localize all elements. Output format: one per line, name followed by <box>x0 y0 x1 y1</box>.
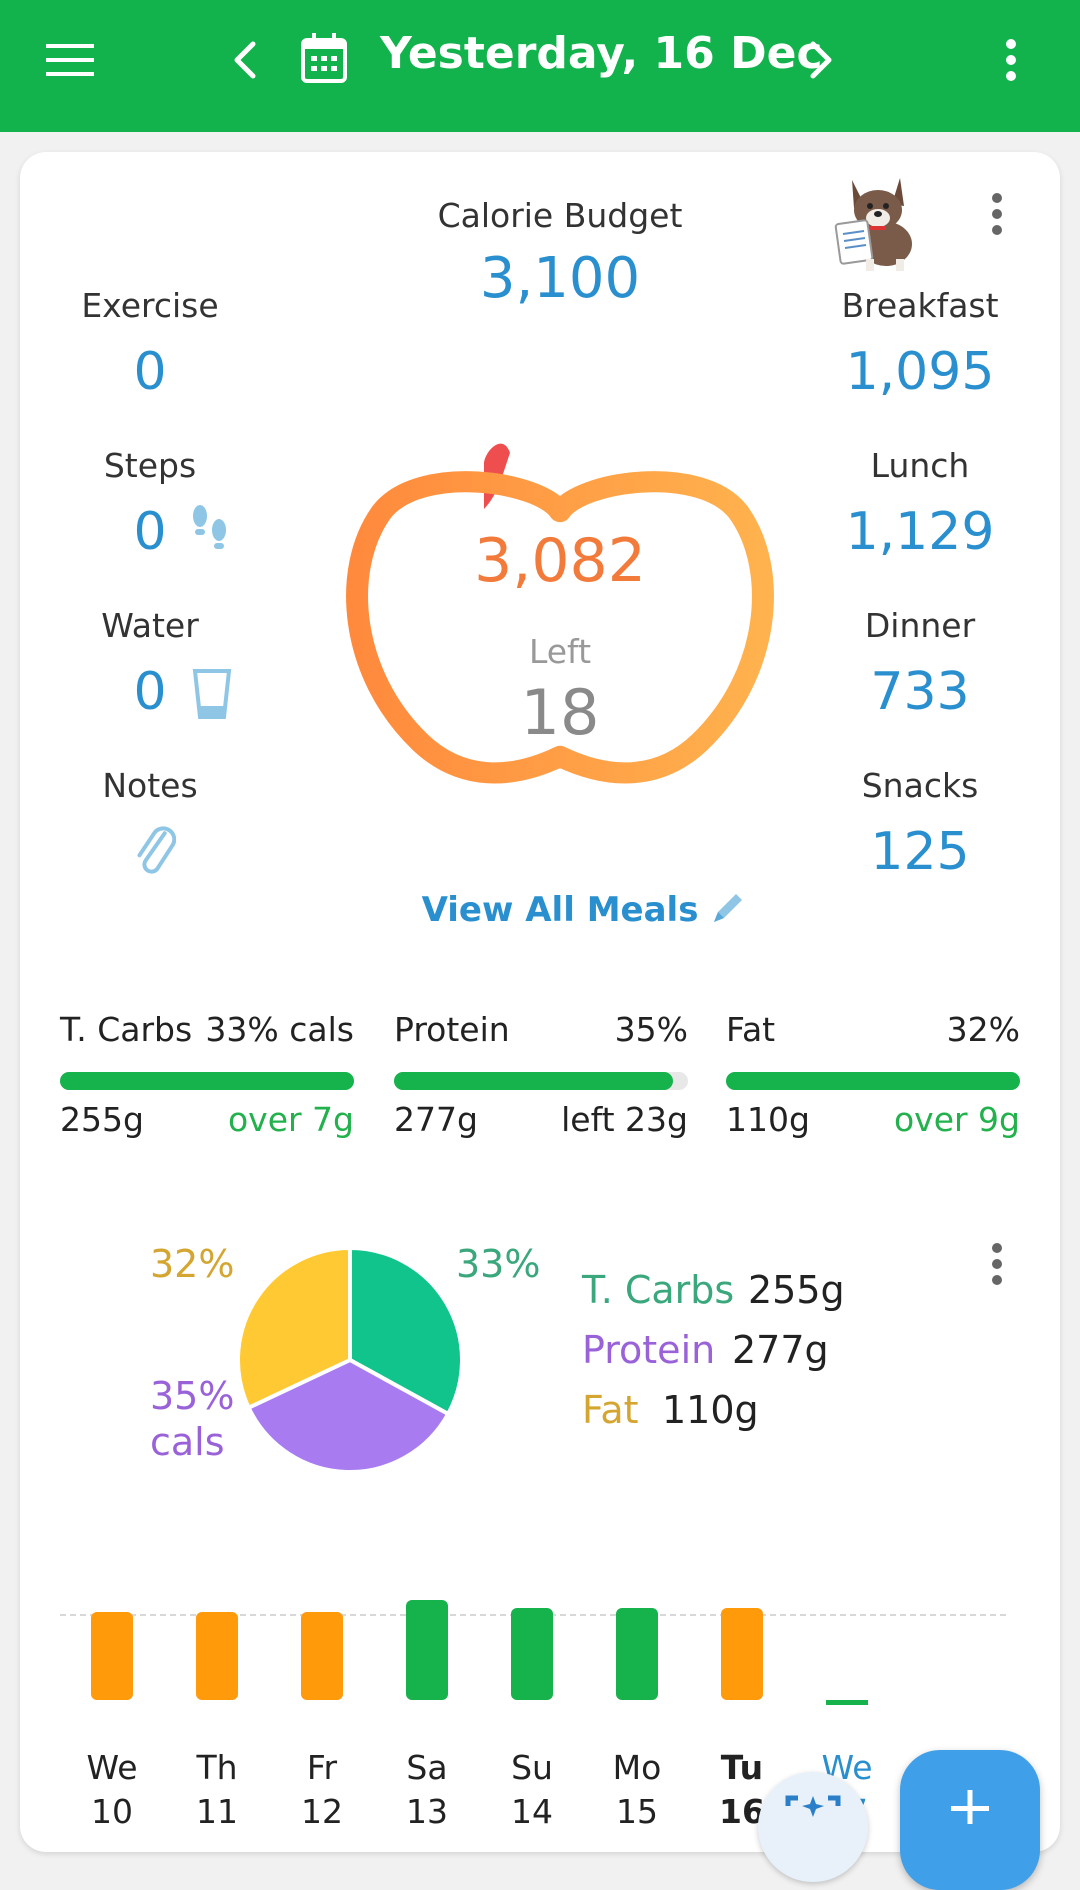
day-label[interactable]: Tu <box>720 1748 764 1787</box>
steps-label: Steps <box>103 446 197 485</box>
calorie-budget-label: Calorie Budget <box>437 196 683 235</box>
date-title[interactable]: Yesterday, 16 Dec <box>380 28 823 79</box>
day-number[interactable]: 13 <box>406 1792 448 1831</box>
water-label: Water <box>101 606 199 645</box>
chevron-right-icon[interactable] <box>800 30 844 90</box>
legend-name: Fat <box>582 1388 639 1432</box>
day-calorie-bar[interactable] <box>616 1608 658 1700</box>
macro-status: over 7g <box>227 1100 354 1139</box>
day-calorie-bar[interactable] <box>196 1612 238 1700</box>
pie-slice-protein <box>245 1357 451 1474</box>
breakfast-label: Breakfast <box>841 286 999 325</box>
pie-slice-fat <box>236 1245 352 1411</box>
legend-name: T. Carbs <box>582 1268 735 1312</box>
legend-name: Protein <box>582 1328 716 1372</box>
notes-label: Notes <box>102 766 198 805</box>
macro-grams: 255g <box>60 1100 144 1139</box>
legend-value: 255g <box>748 1268 845 1312</box>
snacks-value[interactable]: 125 <box>870 822 970 882</box>
macro-progress-fill <box>726 1072 1020 1090</box>
summary-card: Calorie Budget 3,100 Exercise 0 Steps 0 … <box>20 152 1060 1852</box>
macro-grams: 277g <box>394 1100 478 1139</box>
dog-mascot-icon <box>830 164 926 274</box>
day-number[interactable]: 14 <box>511 1792 553 1831</box>
macro-progress-bar <box>60 1072 354 1090</box>
day-calorie-bar[interactable] <box>721 1608 763 1700</box>
snacks-label: Snacks <box>861 766 979 805</box>
pie-label-fat: 32% <box>150 1242 235 1286</box>
water-glass-icon <box>192 668 232 720</box>
exercise-label: Exercise <box>81 286 219 325</box>
day-calorie-bar[interactable] <box>91 1612 133 1700</box>
macro-progress-fill <box>60 1072 354 1090</box>
day-label[interactable]: Su <box>511 1748 553 1787</box>
card-more-icon[interactable] <box>990 192 1014 238</box>
day-number[interactable]: 12 <box>301 1792 343 1831</box>
macro-name: Fat <box>726 1010 776 1049</box>
paperclip-icon[interactable] <box>136 818 177 878</box>
macro-status: left 23g <box>561 1100 688 1139</box>
lunch-value[interactable]: 1,129 <box>845 502 995 562</box>
legend-value: 277g <box>732 1328 829 1372</box>
dinner-label: Dinner <box>864 606 976 645</box>
dinner-value[interactable]: 733 <box>870 662 970 722</box>
legend-value: 110g <box>662 1388 759 1432</box>
day-label[interactable]: Fr <box>306 1748 338 1787</box>
day-calorie-bar[interactable] <box>406 1600 448 1700</box>
pie-label-carbs: 33% <box>456 1242 541 1286</box>
calorie-budget-value[interactable]: 3,100 <box>479 246 641 311</box>
day-label[interactable]: Mo <box>612 1748 662 1787</box>
breakfast-value[interactable]: 1,095 <box>845 342 995 402</box>
macro-name: Protein <box>394 1010 510 1049</box>
macro-percent: 35% <box>614 1010 688 1049</box>
menu-icon[interactable] <box>40 30 100 90</box>
day-number[interactable]: 11 <box>196 1792 238 1831</box>
day-label[interactable]: Sa <box>406 1748 448 1787</box>
water-value[interactable]: 0 <box>133 662 167 722</box>
day-calorie-bar[interactable] <box>511 1608 553 1700</box>
day-calorie-bar[interactable] <box>301 1612 343 1700</box>
macro-name: T. Carbs <box>60 1010 193 1049</box>
macro-progress-fill <box>394 1072 674 1090</box>
macro-percent: 33% cals <box>205 1010 354 1049</box>
macro-status: over 9g <box>893 1100 1020 1139</box>
day-label[interactable]: We <box>86 1748 138 1787</box>
edit-pencil-icon[interactable] <box>710 890 750 930</box>
macro-progress-bar <box>726 1072 1020 1090</box>
macro-progress-bar <box>394 1072 688 1090</box>
calorie-apple-ring <box>310 352 810 852</box>
day-number[interactable]: 10 <box>91 1792 133 1831</box>
top-app-bar: Yesterday, 16 Dec <box>0 0 1080 132</box>
calories-left-label: Left <box>528 632 592 671</box>
today-marker <box>826 1700 868 1705</box>
chevron-left-icon[interactable] <box>222 30 266 90</box>
steps-value[interactable]: 0 <box>133 502 167 562</box>
scan-food-button[interactable] <box>758 1772 868 1882</box>
macro-grams: 110g <box>726 1100 810 1139</box>
footsteps-icon <box>190 502 230 558</box>
pie-label-protein: 35% <box>150 1374 235 1418</box>
pie-slice-t-carbs <box>348 1245 464 1417</box>
pie-more-icon[interactable] <box>990 1242 1014 1288</box>
macro-pie-chart <box>230 1240 470 1480</box>
lunch-label: Lunch <box>870 446 970 485</box>
add-entry-button[interactable] <box>900 1750 1040 1890</box>
pie-label-protein-cals: cals <box>150 1420 225 1464</box>
calories-consumed: 3,082 <box>474 526 646 596</box>
day-number[interactable]: 15 <box>616 1792 658 1831</box>
calendar-icon[interactable] <box>296 28 352 88</box>
exercise-value[interactable]: 0 <box>133 342 167 402</box>
macro-percent: 32% <box>946 1010 1020 1049</box>
calories-left-value: 18 <box>520 676 600 749</box>
view-all-meals-link[interactable]: View All Meals <box>421 890 699 930</box>
more-vert-icon[interactable] <box>988 28 1034 92</box>
day-label[interactable]: Th <box>196 1748 238 1787</box>
